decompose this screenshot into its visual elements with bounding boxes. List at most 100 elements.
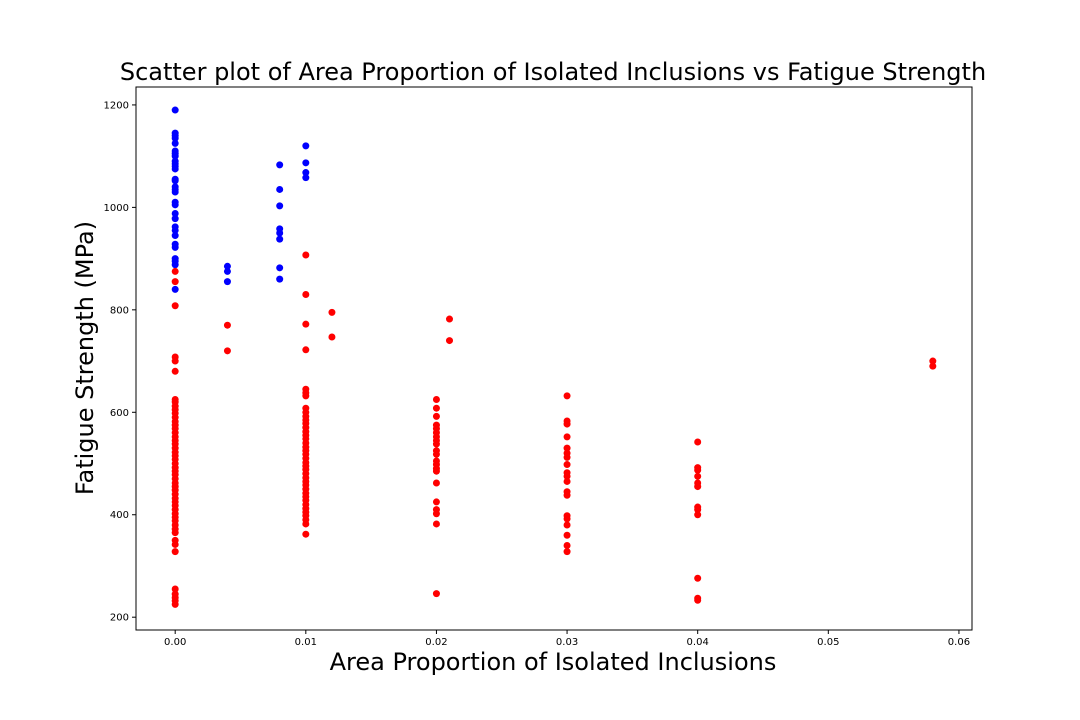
- data-point: [302, 392, 310, 400]
- data-point: [563, 444, 571, 452]
- data-point: [563, 453, 571, 461]
- data-point: [563, 521, 571, 529]
- data-point: [171, 152, 179, 160]
- data-point: [171, 226, 179, 234]
- data-point: [446, 315, 453, 323]
- x-tick-label: 0.04: [687, 637, 709, 648]
- data-point: [276, 229, 284, 237]
- data-point: [171, 302, 179, 310]
- data-point: [171, 106, 179, 114]
- data-point: [929, 357, 937, 365]
- data-point: [171, 548, 179, 556]
- data-point: [302, 290, 310, 298]
- data-point: [446, 337, 453, 345]
- data-point: [563, 477, 571, 485]
- data-point: [432, 479, 440, 487]
- y-tick-label: 1200: [104, 100, 129, 111]
- data-point: [302, 320, 310, 328]
- data-points: [171, 106, 937, 608]
- data-point: [171, 529, 179, 537]
- data-point: [171, 585, 179, 593]
- data-point: [328, 333, 336, 341]
- data-point: [432, 467, 440, 475]
- data-point: [432, 450, 440, 458]
- data-point: [563, 433, 571, 441]
- data-point: [563, 392, 571, 400]
- data-point: [223, 262, 231, 270]
- x-tick-label: 0.01: [295, 637, 317, 648]
- data-point: [694, 574, 702, 582]
- data-point: [328, 308, 336, 316]
- data-point: [171, 367, 179, 375]
- data-point: [929, 362, 937, 370]
- x-tick-label: 0.00: [164, 637, 186, 648]
- data-point: [223, 267, 231, 275]
- data-point: [171, 139, 179, 147]
- y-tick-label: 1000: [104, 203, 129, 214]
- data-point: [432, 440, 440, 448]
- data-point: [563, 548, 571, 556]
- data-point: [171, 188, 179, 196]
- data-point: [171, 278, 179, 286]
- data-point: [171, 232, 179, 240]
- chart-title: Scatter plot of Area Proportion of Isola…: [120, 58, 986, 86]
- data-point: [276, 185, 284, 193]
- data-point: [276, 275, 284, 283]
- data-point: [694, 438, 702, 446]
- data-point: [432, 510, 440, 518]
- x-axis-label: Area Proportion of Isolated Inclusions: [330, 648, 777, 676]
- x-axis-ticks: 0.00 0.01 0.02 0.03 0.04 0.05 0.06: [164, 630, 970, 648]
- data-point: [694, 511, 702, 519]
- data-point: [694, 506, 702, 514]
- x-tick-label: 0.03: [556, 637, 578, 648]
- data-point: [563, 472, 571, 480]
- data-point: [171, 243, 179, 251]
- y-axis-ticks: 200 400 600 800 1000 1200: [104, 100, 136, 624]
- data-point: [563, 541, 571, 549]
- data-point: [171, 600, 179, 608]
- data-point: [302, 174, 310, 182]
- data-point: [171, 267, 179, 275]
- data-point: [432, 498, 440, 506]
- data-point: [171, 165, 179, 173]
- data-point: [276, 202, 284, 210]
- data-point: [302, 520, 310, 528]
- data-point: [563, 515, 571, 523]
- data-point: [694, 483, 702, 491]
- data-point: [171, 134, 179, 142]
- data-point: [563, 420, 571, 428]
- data-point: [432, 520, 440, 528]
- data-point: [171, 261, 179, 269]
- data-point: [432, 590, 440, 598]
- data-point: [171, 215, 179, 223]
- data-point: [432, 395, 440, 403]
- y-tick-label: 400: [110, 510, 129, 521]
- data-point: [563, 531, 571, 539]
- data-point: [694, 472, 702, 480]
- y-tick-label: 600: [110, 408, 129, 419]
- data-point: [302, 159, 310, 167]
- data-point: [302, 142, 310, 150]
- data-point: [276, 235, 284, 243]
- y-axis-label: Fatigue Strength (MPa): [71, 221, 99, 495]
- data-point: [171, 177, 179, 185]
- data-point: [171, 540, 179, 548]
- data-point: [563, 461, 571, 469]
- data-point: [432, 404, 440, 412]
- data-point: [223, 278, 231, 286]
- data-point: [563, 491, 571, 499]
- data-point: [276, 161, 284, 169]
- data-point: [223, 347, 231, 355]
- data-point: [302, 530, 310, 538]
- data-point: [171, 357, 179, 365]
- y-tick-label: 800: [110, 305, 129, 316]
- x-tick-label: 0.02: [425, 637, 447, 648]
- data-point: [432, 412, 440, 420]
- data-point: [694, 596, 702, 604]
- y-tick-label: 200: [110, 613, 129, 624]
- data-point: [302, 251, 310, 259]
- data-point: [171, 201, 179, 209]
- plot-frame: [135, 86, 973, 631]
